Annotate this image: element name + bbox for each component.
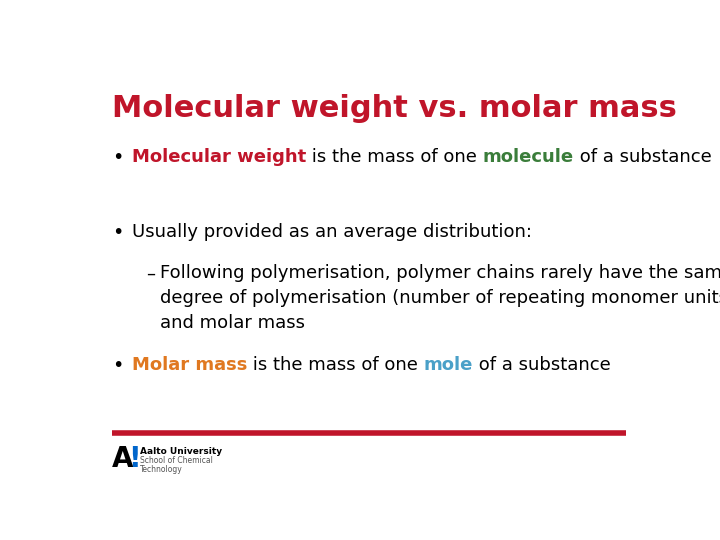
Text: •: • <box>112 148 124 167</box>
Text: molecule: molecule <box>482 148 574 166</box>
Text: School of Chemical: School of Chemical <box>140 456 213 465</box>
Text: •: • <box>112 356 124 375</box>
Text: of a substance: of a substance <box>574 148 711 166</box>
Text: mole: mole <box>424 356 473 374</box>
Text: A: A <box>112 446 134 473</box>
Text: Molar mass: Molar mass <box>132 356 247 374</box>
Text: Following polymerisation, polymer chains rarely have the same
degree of polymeri: Following polymerisation, polymer chains… <box>160 265 720 333</box>
Text: is the mass of one: is the mass of one <box>247 356 424 374</box>
Text: !: ! <box>128 446 140 473</box>
Text: •: • <box>112 223 124 242</box>
Text: of a substance: of a substance <box>473 356 611 374</box>
Text: Molecular weight: Molecular weight <box>132 148 306 166</box>
Text: is the mass of one: is the mass of one <box>306 148 482 166</box>
Text: –: – <box>145 265 155 282</box>
Text: Aalto University: Aalto University <box>140 447 222 456</box>
Text: Technology: Technology <box>140 465 183 474</box>
Text: Molecular weight vs. molar mass: Molecular weight vs. molar mass <box>112 94 678 123</box>
Text: Usually provided as an average distribution:: Usually provided as an average distribut… <box>132 223 532 241</box>
